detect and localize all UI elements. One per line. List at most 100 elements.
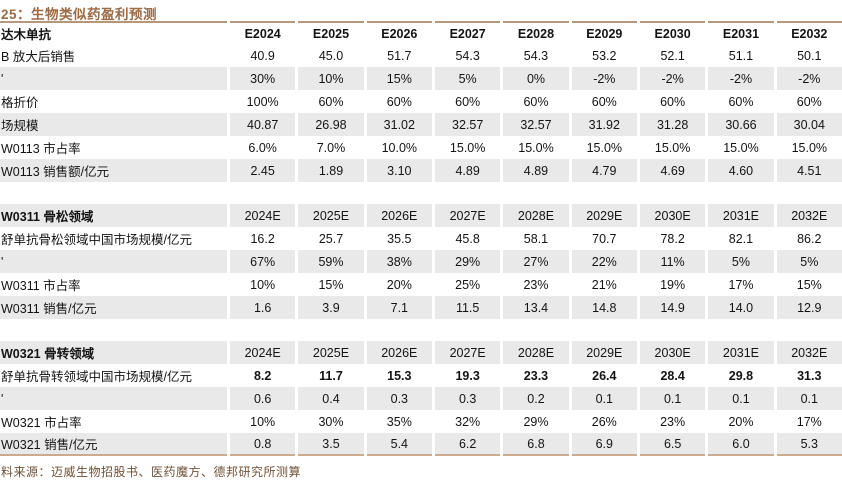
section-header-row-w0311-osteoporosis: W0311 骨松领域 2024E 2025E 2026E 2027E 2028E 2029E… — [0, 204, 842, 227]
cell-value: 11% — [639, 250, 706, 273]
cell-value: 15.0% — [654, 140, 691, 155]
cell-value: 60% — [318, 94, 344, 109]
row-label: W0321 市占率 — [1, 416, 82, 430]
row-label: W0321 销售/亿元 — [0, 433, 227, 456]
year-header: 2025E — [298, 204, 364, 227]
cell-value: 23.3 — [523, 368, 549, 383]
section-spacer — [0, 182, 842, 204]
cell-value: 15% — [318, 277, 344, 292]
table-row: 舒单抗骨转领域中国市场规模/亿元 8.2 11.7 15.3 19.3 23.3 26.4 2… — [0, 364, 842, 387]
cell-value: 28.4 — [660, 368, 685, 383]
year-header: E2027 — [434, 21, 501, 44]
cell-value: 5% — [434, 67, 501, 90]
cell-value: -2% — [776, 67, 842, 90]
cell-value: -2% — [708, 67, 774, 90]
cell-value: 60% — [660, 94, 686, 109]
table-row: B 放大后销售 40.9 45.0 51.7 54.3 54.3 53.2 52.1 51.1 5… — [0, 44, 842, 67]
cell-value: 0% — [503, 67, 569, 90]
cell-value: 3.9 — [298, 296, 364, 319]
cell-value: 4.51 — [776, 159, 842, 182]
table-row: W0113 销售额/亿元 2.45 1.89 3.10 4.89 4.89 4.79 4.69… — [0, 159, 842, 182]
cell-value: 32.57 — [434, 113, 501, 136]
cell-value: 21% — [591, 277, 617, 292]
cell-value: 35% — [386, 414, 412, 429]
table-row: W0113 市占率 6.0% 7.0% 10.0% 15.0% 15.0% 15.0% 15.… — [0, 136, 842, 159]
cell-value: 27% — [503, 250, 569, 273]
cell-value: 53.2 — [592, 48, 617, 63]
row-label: 舒单抗骨转领域中国市场规模/亿元 — [1, 370, 192, 384]
year-header: E2031 — [708, 21, 774, 44]
year-header: 2030E — [639, 204, 706, 227]
cell-value: 60% — [523, 94, 549, 109]
cell-value: 0.1 — [571, 387, 637, 410]
cell-value: 19% — [660, 277, 686, 292]
table-row: 场规模 40.87 26.98 31.02 32.57 32.57 31.92 31.28 30… — [0, 113, 842, 136]
cell-value: 0.3 — [366, 387, 432, 410]
table-row: W0321 市占率 10% 30% 35% 32% 29% 26% 23% 20% 17% — [0, 410, 842, 433]
cell-value: 51.1 — [728, 48, 754, 63]
table-row: ' 30% 10% 15% 5% 0% -2% -2% -2% -2% — [0, 67, 842, 90]
cell-value: 6.0% — [248, 140, 277, 155]
section-header-row-w0321-bone-metastasis: W0321 骨转领域 2024E 2025E 2026E 2027E 2028E 2029E… — [0, 341, 842, 364]
cell-value: 30% — [318, 414, 344, 429]
cell-value: 31.28 — [639, 113, 706, 136]
year-header: 2027E — [434, 341, 501, 364]
cell-value: 14.0 — [708, 296, 774, 319]
cell-value: 23% — [660, 414, 686, 429]
cell-value: 4.60 — [708, 159, 774, 182]
table-row: W0311 销售/亿元 1.6 3.9 7.1 11.5 13.4 14.8 14.9 14.0… — [0, 296, 842, 319]
cell-value: 0.4 — [298, 387, 364, 410]
cell-value: 1.6 — [230, 296, 296, 319]
cell-value: 22% — [571, 250, 637, 273]
table-row: W0311 市占率 10% 15% 20% 25% 23% 21% 19% 17% 15% — [0, 273, 842, 296]
cell-value: 6.5 — [639, 433, 706, 456]
cell-value: 15.0% — [723, 140, 759, 155]
year-header: 2032E — [776, 341, 842, 364]
cell-value: 31.3 — [797, 368, 822, 383]
cell-value: 26.4 — [592, 368, 617, 383]
cell-value: 3.5 — [298, 433, 364, 456]
cell-value: 10% — [298, 67, 364, 90]
cell-value: 6.0 — [708, 433, 774, 456]
section-header-row-adalimumab: 达木单抗 E2024 E2025 E2026 E2027 E2028 E2029 E2030 E… — [0, 21, 842, 44]
table-row: 格折价 100% 60% 60% 60% 60% 60% 60% 60% 60% — [0, 90, 842, 113]
cell-value: 3.10 — [366, 159, 432, 182]
row-label: W0311 市占率 — [1, 279, 81, 293]
cell-value: 16.2 — [250, 231, 275, 246]
cell-value: 51.7 — [387, 48, 412, 63]
section-title: W0311 骨松领域 — [0, 204, 227, 227]
cell-value: 30.66 — [708, 113, 774, 136]
cell-value: 4.69 — [639, 159, 706, 182]
year-header: E2030 — [639, 21, 706, 44]
year-header: 2032E — [776, 204, 842, 227]
cell-value: 100% — [246, 94, 279, 109]
cell-value: 8.2 — [253, 368, 272, 383]
year-header: 2031E — [708, 341, 774, 364]
cell-value: 60% — [455, 94, 481, 109]
cell-value: -2% — [571, 67, 637, 90]
cell-value: 14.9 — [639, 296, 706, 319]
year-header: 2028E — [503, 204, 569, 227]
cell-value: 5.3 — [776, 433, 842, 456]
cell-value: 0.2 — [503, 387, 569, 410]
cell-value: 86.2 — [797, 231, 822, 246]
cell-value: 70.7 — [592, 231, 617, 246]
cell-value: 0.8 — [230, 433, 296, 456]
cell-value: 15.0% — [586, 140, 623, 155]
cell-value: 4.79 — [571, 159, 637, 182]
row-label: W0113 销售额/亿元 — [0, 159, 227, 182]
table-row: W0321 销售/亿元 0.8 3.5 5.4 6.2 6.8 6.9 6.5 6.0 5.3 — [0, 433, 842, 456]
row-label: ' — [0, 387, 227, 410]
cell-value: 20% — [386, 277, 412, 292]
cell-value: 40.87 — [230, 113, 296, 136]
year-header: 2029E — [571, 341, 637, 364]
cell-value: 15.0% — [518, 140, 554, 155]
cell-value: 52.1 — [660, 48, 685, 63]
year-header: 2027E — [434, 204, 501, 227]
section-title: W0321 骨转领域 — [0, 341, 227, 364]
row-label: B 放大后销售 — [1, 50, 76, 64]
table-row: 舒单抗骨松领域中国市场规模/亿元 16.2 25.7 35.5 45.8 58.1 70.7… — [0, 227, 842, 250]
year-header: 2026E — [366, 204, 432, 227]
year-header: 2026E — [366, 341, 432, 364]
cell-value: 7.0% — [316, 140, 346, 155]
